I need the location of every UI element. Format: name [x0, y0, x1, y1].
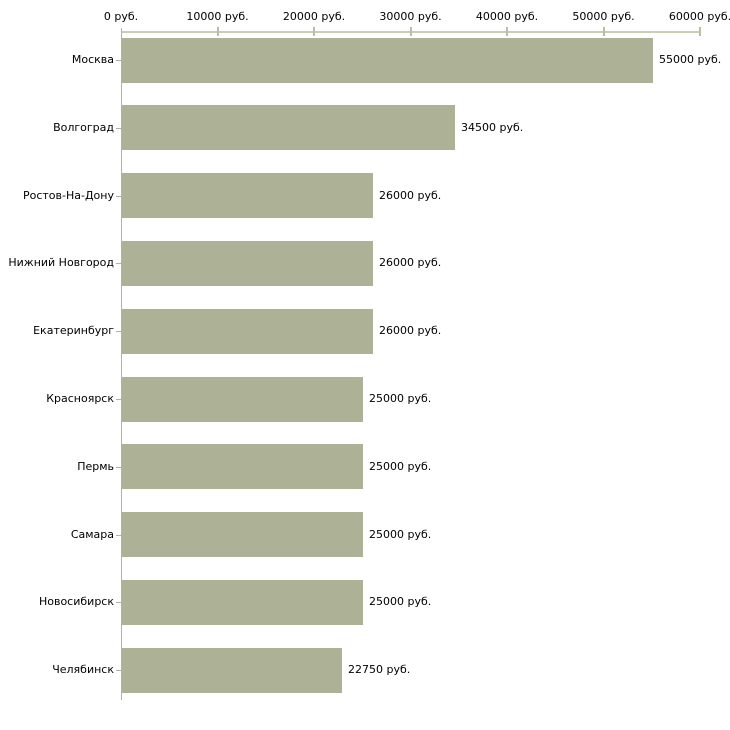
bar [122, 648, 342, 693]
bar [122, 309, 373, 354]
y-axis-line [121, 28, 122, 700]
category-label: Волгоград [53, 121, 114, 134]
bar [122, 512, 363, 557]
value-label: 26000 руб. [379, 324, 442, 337]
x-tick-label: 0 руб. [103, 10, 139, 23]
x-tick-mark [216, 27, 219, 36]
value-label: 55000 руб. [659, 53, 722, 66]
bar [122, 241, 373, 286]
x-tick-label: 30000 руб. [379, 10, 442, 23]
value-label: 22750 руб. [348, 663, 411, 676]
value-label: 25000 руб. [369, 595, 432, 608]
x-tick-label: 40000 руб. [475, 10, 539, 23]
category-tick [116, 263, 121, 264]
bar [122, 105, 455, 150]
category-label: Нижний Новгород [8, 256, 114, 269]
category-tick [116, 60, 121, 61]
bar [122, 38, 653, 83]
x-tick-mark [602, 27, 605, 36]
bar [122, 580, 363, 625]
category-label: Ростов-На-Дону [22, 189, 114, 202]
value-label: 25000 руб. [369, 460, 432, 473]
category-tick [116, 331, 121, 332]
x-tick-mark [409, 27, 412, 36]
category-tick [116, 602, 121, 603]
category-label: Екатеринбург [33, 324, 114, 337]
category-tick [116, 196, 121, 197]
bar [122, 377, 363, 422]
bar [122, 173, 373, 218]
category-label: Новосибирск [38, 595, 114, 608]
category-tick [116, 467, 121, 468]
x-tick-mark [699, 27, 701, 36]
x-tick-mark [506, 27, 508, 36]
category-label: Самара [70, 528, 114, 541]
value-label: 25000 руб. [369, 528, 432, 541]
value-label: 34500 руб. [461, 121, 524, 134]
x-tick-label: 10000 руб. [186, 10, 249, 23]
x-tick-label: 50000 руб. [572, 10, 635, 23]
value-label: 26000 руб. [379, 189, 442, 202]
x-tick-mark [313, 27, 315, 36]
category-label: Красноярск [46, 392, 114, 405]
x-tick-label: 60000 руб. [668, 10, 730, 23]
bar [122, 444, 363, 489]
category-tick [116, 535, 121, 536]
category-label: Челябинск [52, 663, 114, 676]
value-label: 26000 руб. [379, 256, 442, 269]
category-label: Пермь [77, 460, 114, 473]
value-label: 25000 руб. [369, 392, 432, 405]
category-tick [116, 399, 121, 400]
x-tick-label: 20000 руб. [282, 10, 346, 23]
category-tick [116, 128, 121, 129]
category-tick [116, 670, 121, 671]
category-label: Москва [71, 53, 114, 66]
